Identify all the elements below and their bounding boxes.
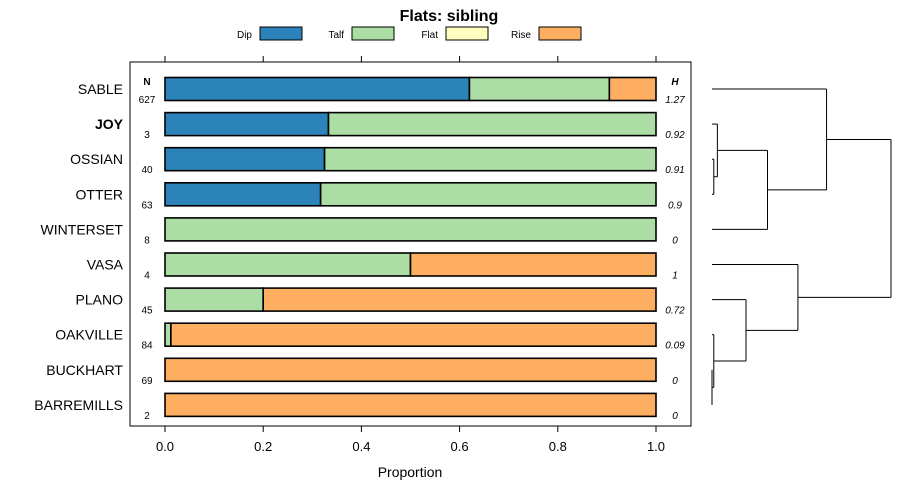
legend-swatch-rise bbox=[538, 26, 582, 41]
bar-oakville-talf bbox=[164, 322, 172, 348]
h-value-oakville: 0.09 bbox=[665, 341, 685, 352]
row-label-plano: PLANO bbox=[76, 292, 124, 308]
x-axis: 0.0 0.2 0.4 0.6 0.8 1.0 bbox=[156, 56, 665, 454]
row-label-vasa: VASA bbox=[87, 257, 124, 273]
h-header: H bbox=[671, 77, 679, 88]
x-tick-label: 0.8 bbox=[549, 439, 567, 454]
x-axis-label: Proportion bbox=[378, 464, 443, 480]
row-label-buckhart: BUCKHART bbox=[46, 362, 123, 378]
n-value-joy: 3 bbox=[144, 130, 150, 141]
h-value-joy: 0.92 bbox=[665, 130, 685, 141]
row-label-barremills: BARREMILLS bbox=[34, 397, 123, 413]
legend-swatch-flat bbox=[445, 26, 489, 41]
h-value-otter: 0.9 bbox=[668, 200, 682, 211]
legend-label-talf: Talf bbox=[328, 30, 344, 41]
h-value-vasa: 1 bbox=[672, 271, 678, 282]
n-value-winterset: 8 bbox=[144, 235, 150, 246]
bar-otter-talf bbox=[319, 182, 657, 207]
h-value-ossian: 0.91 bbox=[665, 165, 684, 176]
n-value-buckhart: 69 bbox=[141, 376, 153, 387]
bar-ossian-talf bbox=[323, 146, 657, 172]
n-value-ossian: 40 bbox=[141, 165, 153, 176]
bar-sable-rise bbox=[608, 76, 657, 102]
bar-plano-talf bbox=[164, 287, 264, 312]
x-tick-label: 0.2 bbox=[254, 439, 272, 454]
h-value-winterset: 0 bbox=[672, 235, 678, 246]
n-value-vasa: 4 bbox=[144, 271, 150, 282]
bar-buckhart-rise bbox=[164, 357, 657, 383]
row-label-ossian: OSSIAN bbox=[70, 151, 123, 167]
bar-vasa-talf bbox=[164, 252, 412, 277]
bar-joy-dip bbox=[164, 111, 330, 137]
bar-vasa-rise bbox=[409, 252, 657, 277]
row-label-otter: OTTER bbox=[76, 186, 123, 202]
bar-sable-talf bbox=[468, 76, 611, 102]
h-value-sable: 1.27 bbox=[665, 95, 685, 106]
bar-winterset-talf bbox=[164, 217, 657, 242]
x-tick-label: 1.0 bbox=[647, 439, 665, 454]
row-label-joy: JOY bbox=[95, 116, 124, 132]
bar-barremills-rise bbox=[164, 392, 657, 418]
legend-label-dip: Dip bbox=[237, 30, 252, 41]
chart-title: Flats: sibling bbox=[400, 8, 499, 25]
legend-swatch-talf bbox=[351, 26, 395, 41]
row-label-oakville: OAKVILLE bbox=[55, 327, 123, 343]
bar-plano-rise bbox=[262, 287, 657, 312]
bars bbox=[164, 76, 657, 418]
x-tick-label: 0.0 bbox=[156, 439, 174, 454]
h-value-buckhart: 0 bbox=[672, 376, 678, 387]
legend-label-flat: Flat bbox=[421, 30, 438, 41]
n-value-sable: 627 bbox=[139, 95, 156, 106]
dendrogram bbox=[711, 88, 892, 405]
row-label-sable: SABLE bbox=[78, 81, 123, 97]
x-tick-label: 0.6 bbox=[451, 439, 469, 454]
bar-otter-dip bbox=[164, 182, 322, 207]
bar-ossian-dip bbox=[164, 146, 326, 172]
bar-sable-dip bbox=[164, 76, 471, 102]
n-value-otter: 63 bbox=[141, 200, 153, 211]
h-value-plano: 0.72 bbox=[665, 306, 685, 317]
n-value-oakville: 84 bbox=[141, 341, 153, 352]
bar-joy-talf bbox=[327, 111, 657, 137]
h-value-barremills: 0 bbox=[672, 411, 678, 422]
bar-oakville-rise bbox=[170, 322, 657, 348]
plot-frame bbox=[129, 61, 692, 427]
legend-swatch-dip bbox=[259, 26, 303, 41]
n-value-barremills: 2 bbox=[144, 411, 150, 422]
legend-label-rise: Rise bbox=[511, 30, 531, 41]
n-header: N bbox=[143, 77, 150, 88]
n-value-plano: 45 bbox=[141, 306, 153, 317]
row-label-winterset: WINTERSET bbox=[41, 221, 124, 237]
x-tick-label: 0.4 bbox=[352, 439, 370, 454]
legend: Dip Talf Flat Rise bbox=[237, 26, 582, 41]
